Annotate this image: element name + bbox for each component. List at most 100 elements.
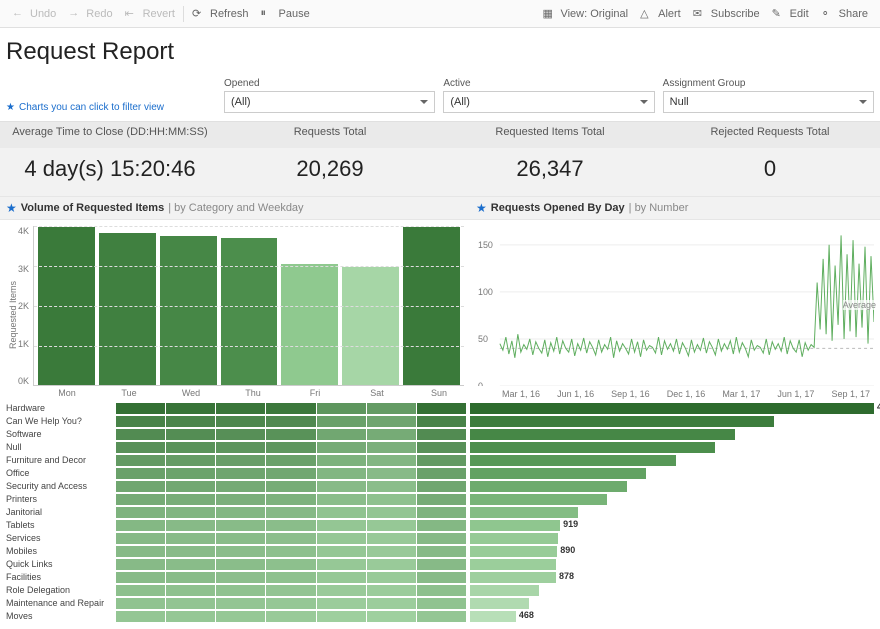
category-label: Can We Help You?: [6, 416, 116, 426]
category-row[interactable]: Role Delegation: [6, 584, 874, 596]
star-icon: ★: [476, 201, 487, 215]
undo-button[interactable]: ←Undo: [6, 7, 62, 21]
hbar-wrap: [470, 494, 874, 505]
hbar-wrap: [470, 533, 874, 544]
category-row[interactable]: Furniture and Decor: [6, 454, 874, 466]
heatmap-cells: [116, 494, 466, 505]
category-label: Printers: [6, 494, 116, 504]
average-label: Average: [843, 300, 876, 310]
filter-opened-label: Opened: [224, 78, 435, 89]
heatmap-cells: [116, 468, 466, 479]
bar[interactable]: [99, 233, 156, 385]
pause-button[interactable]: ⏸Pause: [255, 7, 316, 21]
view-button[interactable]: ▦View: Original: [536, 7, 634, 21]
filter-assignment-select[interactable]: Null: [663, 91, 874, 113]
kpi-value: 0: [664, 156, 876, 182]
category-label: Role Delegation: [6, 585, 116, 595]
bar[interactable]: [342, 267, 399, 385]
filter-active-select[interactable]: (All): [443, 91, 654, 113]
category-label: Facilities: [6, 572, 116, 582]
bar[interactable]: [221, 238, 278, 385]
hbar-wrap: [470, 416, 874, 427]
star-icon: ★: [6, 102, 15, 113]
category-row[interactable]: Software: [6, 428, 874, 440]
category-label: Quick Links: [6, 559, 116, 569]
edit-button[interactable]: ✎Edit: [766, 7, 815, 21]
heatmap-cells: [116, 507, 466, 518]
heatmap-cells: [116, 585, 466, 596]
hbar-wrap: [470, 442, 874, 453]
category-label: Services: [6, 533, 116, 543]
kpi-label: Requested Items Total: [440, 122, 660, 148]
revert-button[interactable]: ⇤Revert: [119, 7, 181, 21]
category-row[interactable]: Hardware4,122: [6, 402, 874, 414]
heatmap-cells: [116, 546, 466, 557]
share-icon: ⚬: [821, 7, 835, 21]
title-row: Request Report: [0, 28, 880, 74]
category-table: Hardware4,122 Can We Help You? SoftwareNul…: [0, 400, 880, 629]
pause-icon: ⏸: [261, 7, 275, 21]
y-ticks: 4K3K2K1K0K: [18, 226, 33, 386]
filter-assignment: Assignment Group Null: [663, 78, 874, 113]
line-chart-title: Requests Opened By Day: [491, 202, 625, 214]
line-chart-panel: ★ Requests Opened By Day | by Number 150…: [470, 196, 880, 400]
heatmap-cells: [116, 481, 466, 492]
kpi-value: 20,269: [224, 156, 436, 182]
line-x-labels: Mar 1, 16Jun 1, 16Sep 1, 16Dec 1, 16Mar …: [476, 389, 874, 399]
heatmap-cells: [116, 442, 466, 453]
filter-active: Active (All): [443, 78, 654, 113]
category-row[interactable]: Moves468: [6, 610, 874, 622]
bar-chart-title: Volume of Requested Items: [21, 202, 164, 214]
category-row[interactable]: Janitorial: [6, 506, 874, 518]
pencil-icon: ✎: [772, 7, 786, 21]
category-row[interactable]: Services: [6, 532, 874, 544]
filter-opened-select[interactable]: (All): [224, 91, 435, 113]
svg-text:100: 100: [478, 287, 493, 297]
hbar-wrap: 919: [470, 520, 874, 531]
category-row[interactable]: Maintenance and Repair: [6, 597, 874, 609]
kpi-card: Average Time to Close (DD:HH:MM:SS)4 day…: [0, 122, 220, 196]
kpi-card: Rejected Requests Total0: [660, 122, 880, 196]
bell-icon: △: [640, 7, 654, 21]
category-label: Hardware: [6, 403, 116, 413]
heatmap-cells: [116, 416, 466, 427]
hbar-wrap: [470, 468, 874, 479]
category-row[interactable]: Facilities 878: [6, 571, 874, 583]
category-row[interactable]: Can We Help You?: [6, 415, 874, 427]
y-axis-label: Requested Items: [6, 226, 18, 386]
filter-opened: Opened (All): [224, 78, 435, 113]
category-label: Moves: [6, 611, 116, 621]
x-labels: MonTueWedThuFriSatSun: [0, 388, 470, 398]
alert-button[interactable]: △Alert: [634, 7, 687, 21]
bar[interactable]: [160, 236, 217, 385]
separator: [183, 6, 184, 22]
hbar-wrap: 878: [470, 572, 874, 583]
bar[interactable]: [281, 264, 338, 385]
category-label: Security and Access: [6, 481, 116, 491]
line-chart-subtitle: | by Number: [629, 202, 689, 214]
category-label: Mobiles: [6, 546, 116, 556]
subscribe-button[interactable]: ✉Subscribe: [687, 7, 766, 21]
redo-button[interactable]: →Redo: [62, 7, 118, 21]
hbar-wrap: [470, 455, 874, 466]
refresh-button[interactable]: ⟳Refresh: [186, 7, 255, 21]
category-row[interactable]: Mobiles890: [6, 545, 874, 557]
heatmap-cells: [116, 429, 466, 440]
category-row[interactable]: Tablets919: [6, 519, 874, 531]
charts-row: ★ Volume of Requested Items | by Categor…: [0, 196, 880, 400]
category-row[interactable]: Security and Access: [6, 480, 874, 492]
category-row[interactable]: Printers: [6, 493, 874, 505]
heatmap-cells: [116, 403, 466, 414]
bars-area: [33, 226, 464, 386]
mail-icon: ✉: [693, 7, 707, 21]
filter-assignment-label: Assignment Group: [663, 78, 874, 89]
share-button[interactable]: ⚬Share: [815, 7, 874, 21]
category-row[interactable]: Office: [6, 467, 874, 479]
heatmap-cells: [116, 559, 466, 570]
category-row[interactable]: Null: [6, 441, 874, 453]
heatmap-cells: [116, 533, 466, 544]
bar-chart[interactable]: Requested Items 4K3K2K1K0K: [0, 220, 470, 388]
kpi-row: Average Time to Close (DD:HH:MM:SS)4 day…: [0, 122, 880, 196]
category-row[interactable]: Quick Links: [6, 558, 874, 570]
line-chart[interactable]: 150100500 Average Mar 1, 16Jun 1, 16Sep …: [470, 220, 880, 400]
